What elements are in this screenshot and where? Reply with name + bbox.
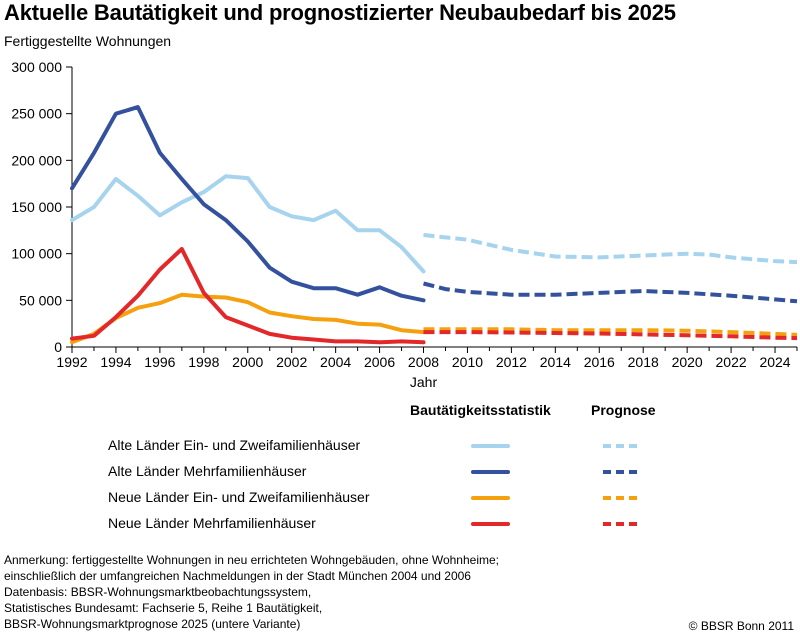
y-tick-label: 300 000 bbox=[11, 59, 62, 75]
footnote-line: Datenbasis: BBSR-Wohnungsmarktbeobachtun… bbox=[4, 585, 312, 599]
y-axis-label: Fertiggestellte Wohnungen bbox=[4, 33, 172, 49]
x-tick-label: 2016 bbox=[584, 354, 615, 370]
legend-header-actual: Bautätigkeitsstatistik bbox=[410, 402, 551, 418]
legend-label-neue-mfh: Neue Länder Mehrfamilienhäuser bbox=[108, 515, 316, 531]
series-line-actual-alte-efh bbox=[70, 174, 426, 274]
series-line-forecast-alte-mfh bbox=[423, 281, 798, 304]
x-tick-label: 2024 bbox=[759, 354, 790, 370]
x-tick-label: 2006 bbox=[364, 354, 395, 370]
x-tick-label: 1994 bbox=[100, 354, 131, 370]
x-tick-label: 2010 bbox=[452, 354, 483, 370]
footnote: Anmerkung: fertiggestellte Wohnungen in … bbox=[4, 552, 499, 632]
x-tick-label: 2004 bbox=[320, 354, 351, 370]
footnote-line: BBSR-Wohnungsmarktprognose 2025 (untere … bbox=[4, 617, 301, 631]
x-tick-label: 2008 bbox=[408, 354, 439, 370]
series-line-actual-alte-mfh bbox=[70, 105, 426, 303]
y-tick-label: 50 000 bbox=[19, 292, 62, 308]
x-tick-label: 2014 bbox=[540, 354, 571, 370]
y-tick-label: 250 000 bbox=[11, 106, 62, 122]
x-axis-label: Jahr bbox=[410, 374, 438, 390]
legend-label-alte-efh: Alte Länder Ein- und Zweifamilienhäuser bbox=[108, 437, 361, 453]
x-tick-label: 2002 bbox=[276, 354, 307, 370]
x-tick-label: 2000 bbox=[232, 354, 263, 370]
footnote-line: einschließlich der umfangreichen Nachmel… bbox=[4, 569, 471, 583]
x-tick-label: 1998 bbox=[188, 354, 219, 370]
series-line-forecast-neue-efh bbox=[423, 327, 798, 337]
y-tick-label: 200 000 bbox=[11, 152, 62, 168]
chart-title: Aktuelle Bautätigkeit und prognostiziert… bbox=[4, 0, 676, 25]
series-line-forecast-neue-mfh bbox=[423, 330, 798, 341]
footnote-line: Anmerkung: fertiggestellte Wohnungen in … bbox=[4, 553, 499, 567]
copyright: © BBSR Bonn 2011 bbox=[688, 619, 794, 633]
series-line-actual-neue-mfh bbox=[70, 247, 426, 345]
y-tick-label: 100 000 bbox=[11, 246, 62, 262]
x-tick-label: 2018 bbox=[628, 354, 659, 370]
x-tick-label: 2012 bbox=[496, 354, 527, 370]
x-tick-label: 2022 bbox=[716, 354, 747, 370]
legend-label-alte-mfh: Alte Länder Mehrfamilienhäuser bbox=[108, 463, 307, 479]
y-tick-label: 150 000 bbox=[11, 199, 62, 215]
y-tick-label: 0 bbox=[54, 339, 62, 355]
series-line-actual-neue-efh bbox=[70, 292, 426, 345]
x-tick-label: 1992 bbox=[56, 354, 87, 370]
legend-label-neue-efh: Neue Länder Ein- und Zweifamilienhäuser bbox=[108, 489, 370, 505]
x-tick-label: 2020 bbox=[672, 354, 703, 370]
x-tick-label: 1996 bbox=[144, 354, 175, 370]
footnote-line: Statistisches Bundesamt: Fachserie 5, Re… bbox=[4, 601, 323, 615]
legend-header-forecast: Prognose bbox=[591, 402, 656, 418]
series-line-forecast-alte-efh bbox=[423, 233, 798, 265]
